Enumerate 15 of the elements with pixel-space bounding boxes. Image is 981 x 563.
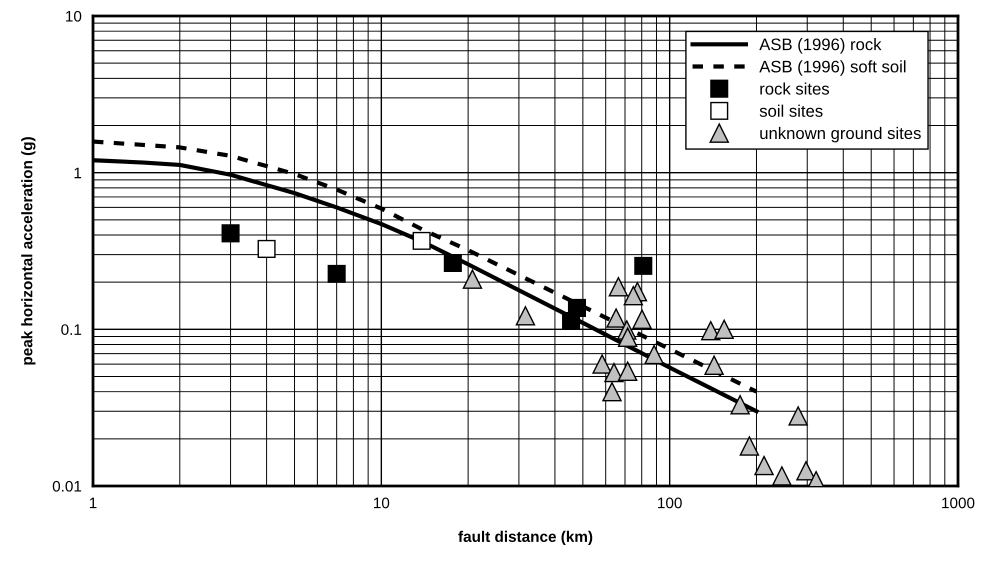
x-tick-label: 10	[374, 498, 390, 508]
x-axis-title: fault distance (km)	[458, 530, 592, 546]
legend-label: rock sites	[760, 82, 830, 95]
legend-label: ASB (1996) rock	[759, 38, 882, 54]
legend-label: ASB (1996) soft soil	[759, 60, 906, 76]
x-tick-label: 1000	[942, 498, 974, 508]
y-tick-label: 1	[74, 168, 82, 178]
y-tick-label: 0.1	[61, 324, 82, 336]
legend-label: unknown ground sites	[760, 126, 921, 142]
y-tick-label: 10	[66, 10, 82, 22]
y-tick-label: 0.01	[52, 480, 82, 492]
x-tick-label: 1	[90, 498, 97, 508]
y-axis-title: peak horizontal acceleration (g)	[21, 137, 36, 365]
legend-label: soil sites	[760, 104, 823, 117]
x-tick-label: 100	[658, 498, 682, 508]
